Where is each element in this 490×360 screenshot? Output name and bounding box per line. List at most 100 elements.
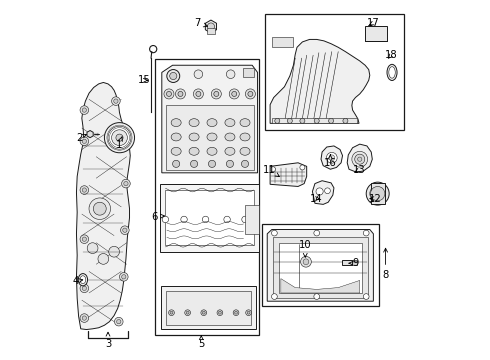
Circle shape	[117, 319, 121, 324]
Text: 4: 4	[73, 276, 83, 286]
Ellipse shape	[78, 274, 88, 286]
Circle shape	[122, 275, 126, 279]
Polygon shape	[245, 205, 259, 234]
Bar	[272, 37, 294, 47]
Circle shape	[80, 314, 89, 322]
Circle shape	[82, 188, 87, 192]
Circle shape	[181, 216, 187, 223]
Bar	[370, 183, 385, 204]
Polygon shape	[321, 146, 343, 169]
Polygon shape	[166, 105, 254, 170]
Text: 8: 8	[383, 248, 389, 280]
Circle shape	[120, 273, 128, 281]
Text: 11: 11	[263, 165, 279, 177]
Circle shape	[108, 126, 131, 149]
Circle shape	[314, 230, 319, 236]
Circle shape	[364, 294, 369, 300]
Polygon shape	[270, 163, 307, 186]
Circle shape	[162, 216, 169, 223]
Circle shape	[194, 70, 203, 78]
Circle shape	[242, 216, 248, 223]
Circle shape	[201, 310, 207, 316]
Bar	[155, 59, 259, 335]
Ellipse shape	[207, 133, 217, 141]
Circle shape	[122, 135, 127, 139]
Circle shape	[80, 137, 89, 145]
Text: 2: 2	[76, 133, 86, 143]
Circle shape	[245, 89, 255, 99]
Circle shape	[226, 70, 235, 78]
Polygon shape	[162, 65, 258, 173]
Circle shape	[82, 108, 87, 112]
Bar	[265, 14, 404, 130]
Text: 6: 6	[151, 212, 165, 221]
Circle shape	[186, 311, 189, 314]
Circle shape	[271, 230, 277, 236]
Ellipse shape	[240, 119, 250, 127]
Polygon shape	[76, 82, 130, 329]
Circle shape	[178, 91, 183, 96]
Circle shape	[303, 259, 309, 265]
Polygon shape	[273, 237, 368, 298]
Circle shape	[98, 253, 109, 264]
Circle shape	[87, 243, 98, 253]
Text: 15: 15	[138, 75, 150, 85]
Circle shape	[104, 123, 135, 153]
Ellipse shape	[389, 67, 395, 78]
Circle shape	[329, 118, 334, 123]
Circle shape	[314, 294, 319, 300]
Circle shape	[82, 139, 87, 143]
Ellipse shape	[189, 133, 199, 141]
Circle shape	[247, 311, 250, 314]
Ellipse shape	[171, 147, 181, 155]
Circle shape	[214, 91, 219, 96]
Ellipse shape	[225, 133, 235, 141]
Circle shape	[370, 186, 386, 202]
Bar	[262, 225, 379, 306]
Circle shape	[364, 230, 369, 236]
Circle shape	[224, 216, 230, 223]
Circle shape	[115, 318, 123, 326]
Ellipse shape	[387, 64, 397, 81]
Circle shape	[226, 160, 234, 167]
Circle shape	[167, 91, 172, 96]
Polygon shape	[267, 229, 373, 301]
Bar	[161, 286, 256, 329]
Circle shape	[316, 188, 323, 195]
Circle shape	[149, 45, 157, 53]
Circle shape	[164, 89, 174, 99]
Circle shape	[235, 311, 238, 314]
Ellipse shape	[171, 119, 181, 127]
Circle shape	[300, 165, 305, 170]
Ellipse shape	[225, 119, 235, 127]
Circle shape	[80, 235, 89, 243]
Circle shape	[248, 91, 253, 96]
Circle shape	[202, 311, 205, 314]
Circle shape	[324, 188, 330, 194]
Circle shape	[175, 89, 186, 99]
Circle shape	[122, 179, 130, 188]
Polygon shape	[313, 181, 334, 204]
Circle shape	[82, 316, 87, 320]
Circle shape	[233, 310, 239, 316]
Text: 12: 12	[368, 194, 381, 204]
Circle shape	[80, 284, 89, 293]
Ellipse shape	[240, 147, 250, 155]
Polygon shape	[270, 40, 370, 123]
Circle shape	[271, 294, 277, 300]
Circle shape	[232, 91, 237, 96]
Circle shape	[352, 151, 368, 167]
Circle shape	[114, 99, 118, 103]
Bar	[166, 291, 251, 325]
Polygon shape	[347, 144, 372, 172]
Polygon shape	[87, 131, 93, 138]
Ellipse shape	[189, 119, 199, 127]
Circle shape	[124, 181, 128, 186]
Ellipse shape	[240, 133, 250, 141]
Polygon shape	[272, 118, 357, 123]
Polygon shape	[205, 20, 217, 33]
Circle shape	[82, 237, 87, 241]
Circle shape	[229, 89, 239, 99]
Circle shape	[89, 198, 111, 220]
Polygon shape	[166, 190, 254, 245]
